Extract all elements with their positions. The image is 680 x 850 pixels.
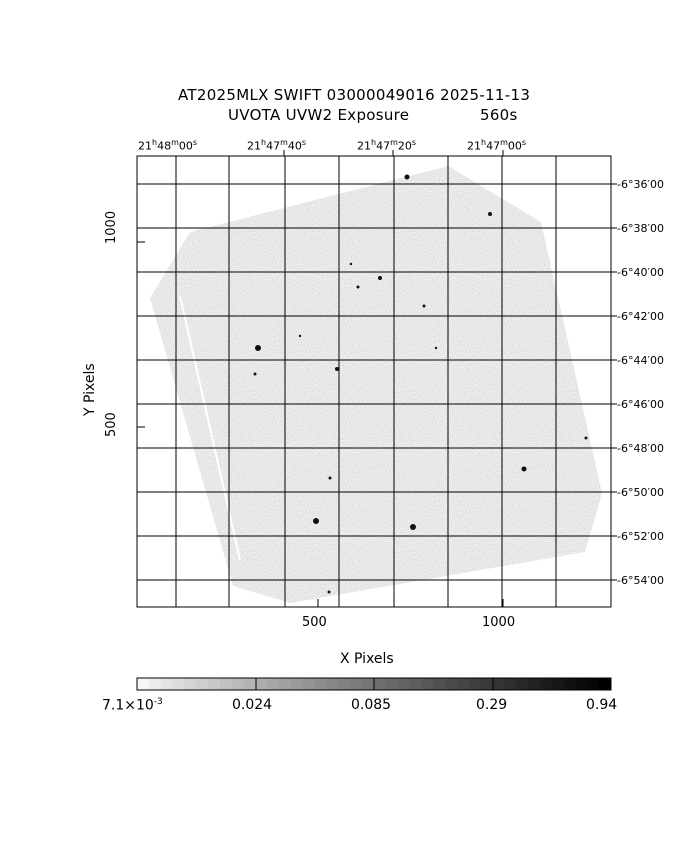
exposure-time: 560s [480,106,518,124]
image-title: AT2025MLX SWIFT 03000049016 2025-11-13 [178,86,531,104]
colorbar-segment [551,678,565,690]
colorbar-segment [599,678,612,690]
colorbar-segment [196,678,209,690]
colorbar-segment [172,678,185,690]
ra-tick-label-1: 21h48m00s [138,138,198,153]
colorbar-segment [338,678,351,690]
ra-tick-label-4: 21h47m00s [467,138,527,153]
colorbar-segment [326,678,339,690]
colorbar-segment [563,678,576,690]
star-source [335,367,339,371]
colorbar-segment [456,678,470,690]
star-source [434,346,438,350]
point-sources [253,174,588,594]
plot-frame [136,155,612,608]
star-source [253,372,257,376]
dec-tick-label: -6°48′00 [617,442,664,455]
colorbar-segment [302,678,316,690]
dec-tick-label: -6°44′00 [617,354,664,367]
colorbar-segment [433,678,446,690]
colorbar-segment [137,678,150,690]
ra-tick-label-2: 21h47m40s [247,138,307,153]
star-source [521,466,527,472]
star-source [422,304,426,308]
colorbar-label-min: 7.1×10-3 [102,697,163,714]
dec-tick-label: -6°46′00 [617,398,664,411]
colorbar-label-max: 0.94 [586,697,618,713]
star-source [313,518,319,524]
star-source [584,436,588,440]
colorbar-segment [208,678,221,690]
image-subtitle: UVOTA UVW2 Exposure [228,106,410,124]
star-source [410,524,416,530]
colorbar-segment [397,678,411,690]
star-source [378,276,382,280]
star-source [298,334,302,338]
y-tick-label-500: 500 [104,412,119,437]
colorbar-segment [231,678,245,690]
chip-edge-line [179,295,241,561]
colorbar-segment [468,678,482,690]
colorbar-segment [314,678,328,690]
colorbar-segment [421,678,434,690]
coordinate-grid [137,150,617,607]
colorbar-segment [350,678,363,690]
star-source [404,174,410,180]
colorbar-label-4: 0.29 [476,697,508,713]
colorbar-segment [516,678,529,690]
colorbar-segment [362,678,375,690]
colorbar-segment [148,678,162,690]
colorbar-segment [528,678,541,690]
y-tick-label-1000: 1000 [104,210,119,244]
colorbar-segment [184,678,197,690]
colorbar-segment [267,678,280,690]
colorbar-frame [136,677,612,691]
dec-tick-label: -6°36′00 [617,178,664,191]
dec-tick-label: -6°40′00 [617,266,664,279]
colorbar-segment [291,678,304,690]
star-source [255,345,261,351]
star-source [488,212,492,216]
colorbar-segment [219,678,233,690]
colorbar-segment [374,678,387,690]
star-source [327,590,331,594]
x-tick-label-1000: 1000 [482,615,516,630]
dec-tick-label: -6°50′00 [617,486,664,499]
colorbar-label-2: 0.024 [232,697,273,713]
colorbar-segment [385,678,399,690]
dec-tick-label: -6°52′00 [617,530,664,543]
colorbar-segment [445,678,458,690]
x-axis-title: X Pixels [340,651,394,667]
colorbar-segment [409,678,422,690]
star-source [328,476,332,480]
colorbar-label-3: 0.085 [351,697,392,713]
dec-tick-label: -6°42′00 [617,310,664,323]
colorbar-segment [504,678,517,690]
colorbar [137,678,612,690]
colorbar-segment [492,678,505,690]
colorbar-segment [255,678,268,690]
colorbar-segment [539,678,553,690]
y-axis-title: Y Pixels [82,363,98,416]
ra-tick-label-3: 21h47m20s [357,138,417,153]
star-source [356,285,360,289]
star-source [349,262,353,266]
colorbar-segment [243,678,256,690]
colorbar-segment [160,678,174,690]
dec-tick-label: -6°54′00 [617,574,664,587]
colorbar-segment [279,678,292,690]
colorbar-segment [480,678,493,690]
exposure-noise [150,166,602,603]
x-tick-label-500: 500 [302,615,327,630]
dec-tick-label: -6°38′00 [617,222,664,235]
colorbar-segment [575,678,588,690]
colorbar-segment [587,678,600,690]
